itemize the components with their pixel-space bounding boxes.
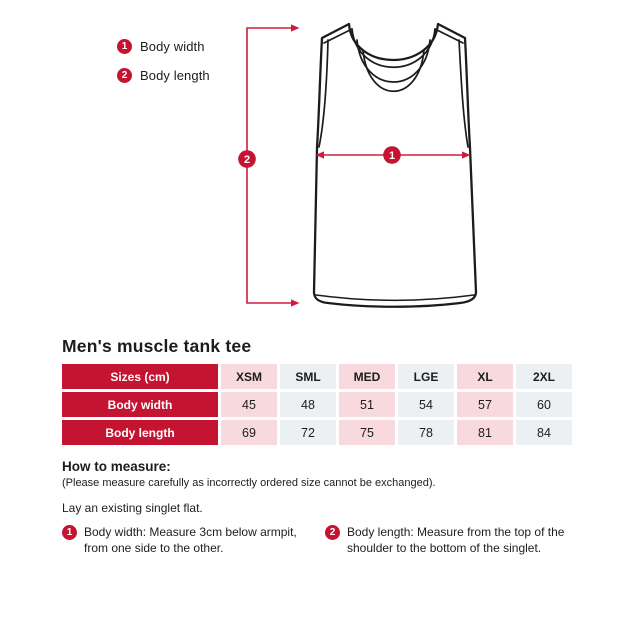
body-length-lge: 78	[398, 420, 454, 445]
tank-outline	[312, 22, 478, 308]
size-table: Sizes (cm) XSM SML MED LGE XL 2XL Body w…	[62, 364, 572, 445]
width-marker-number: 1	[389, 150, 395, 162]
arrowhead-right-icon	[462, 151, 471, 159]
width-marker-badge: 1	[383, 146, 401, 164]
body-width-xsm: 45	[221, 392, 277, 417]
legend-item-body-length: 2 Body length	[117, 68, 210, 83]
arrowhead-top-icon	[291, 24, 300, 32]
measure-intro: Lay an existing singlet flat.	[62, 501, 203, 515]
legend-1-badge-icon: 1	[117, 39, 132, 54]
body-length-xl: 81	[457, 420, 513, 445]
size-col-sml: SML	[280, 364, 336, 389]
body-width-sml: 48	[280, 392, 336, 417]
size-col-2xl: 2XL	[516, 364, 572, 389]
tank-stitch-lines	[315, 28, 475, 301]
table-header-sizes: Sizes (cm)	[62, 364, 218, 389]
legend-1-label: Body width	[140, 39, 205, 54]
legend-2-badge-icon: 2	[117, 68, 132, 83]
body-length-med: 75	[339, 420, 395, 445]
row-label-body-length: Body length	[62, 420, 218, 445]
step-1-badge-icon: 1	[62, 525, 77, 540]
arrowhead-left-icon	[315, 151, 324, 159]
how-to-measure-section: How to measure: (Please measure carefull…	[62, 459, 576, 556]
length-marker-number: 2	[244, 154, 250, 166]
row-label-body-width: Body width	[62, 392, 218, 417]
body-width-2xl: 60	[516, 392, 572, 417]
body-width-lge: 54	[398, 392, 454, 417]
size-col-xsm: XSM	[221, 364, 277, 389]
body-width-med: 51	[339, 392, 395, 417]
body-length-sml: 72	[280, 420, 336, 445]
step-1-text: Body width: Measure 3cm below armpit, fr…	[84, 525, 297, 555]
size-col-lge: LGE	[398, 364, 454, 389]
body-length-bracket	[246, 24, 300, 307]
step-2-text: Body length: Measure from the top of the…	[347, 525, 565, 555]
exchange-note: (Please measure carefully as incorrectly…	[62, 477, 436, 489]
tank-top-diagram: 1 2	[238, 22, 478, 308]
measurement-legend: 1 Body width 2 Body length	[117, 39, 210, 97]
legend-2-label: Body length	[140, 68, 210, 83]
step-2-badge-icon: 2	[325, 525, 340, 540]
size-col-med: MED	[339, 364, 395, 389]
body-width-xl: 57	[457, 392, 513, 417]
body-length-xsm: 69	[221, 420, 277, 445]
step-body-width: 1 Body width: Measure 3cm below armpit, …	[62, 524, 325, 556]
legend-item-body-width: 1 Body width	[117, 39, 210, 54]
length-marker-badge: 2	[238, 150, 256, 168]
body-length-2xl: 84	[516, 420, 572, 445]
step-body-length: 2 Body length: Measure from the top of t…	[325, 524, 564, 556]
arrowhead-bottom-icon	[291, 299, 300, 307]
measure-steps: 1 Body width: Measure 3cm below armpit, …	[62, 524, 576, 556]
product-title: Men's muscle tank tee	[62, 336, 252, 356]
size-col-xl: XL	[457, 364, 513, 389]
how-to-measure-heading: How to measure:	[62, 459, 171, 474]
